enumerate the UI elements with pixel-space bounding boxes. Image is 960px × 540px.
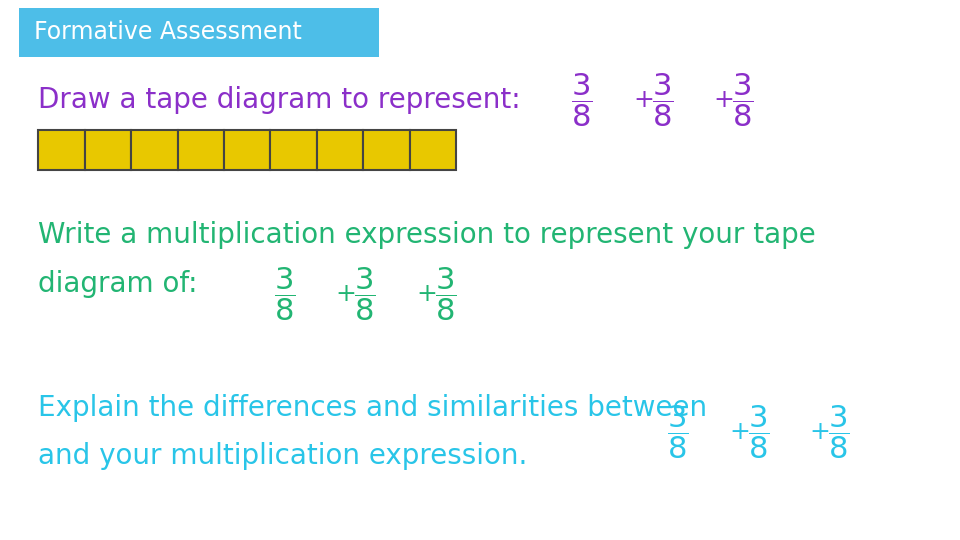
Text: $+$: $+$ [416, 282, 436, 306]
Bar [132, 130, 178, 170]
Text: $\dfrac{3}{8}$: $\dfrac{3}{8}$ [732, 71, 754, 129]
Text: $\dfrac{3}{8}$: $\dfrac{3}{8}$ [652, 71, 673, 129]
Bar [410, 130, 456, 170]
Bar [38, 130, 84, 170]
Bar [363, 130, 410, 170]
Text: $\dfrac{3}{8}$: $\dfrac{3}{8}$ [748, 403, 769, 461]
Text: $\dfrac{3}{8}$: $\dfrac{3}{8}$ [667, 403, 688, 461]
FancyBboxPatch shape [19, 8, 379, 57]
Text: $+$: $+$ [729, 420, 749, 444]
Text: $\dfrac{3}{8}$: $\dfrac{3}{8}$ [828, 403, 850, 461]
Text: Write a multiplication expression to represent your tape: Write a multiplication expression to rep… [38, 221, 816, 249]
Text: $+$: $+$ [809, 420, 829, 444]
Bar [317, 130, 363, 170]
Text: $+$: $+$ [713, 88, 733, 112]
Text: $\dfrac{3}{8}$: $\dfrac{3}{8}$ [571, 71, 592, 129]
Bar [224, 130, 271, 170]
Text: $+$: $+$ [633, 88, 653, 112]
Bar [178, 130, 224, 170]
Bar [271, 130, 317, 170]
Text: $\dfrac{3}{8}$: $\dfrac{3}{8}$ [435, 266, 456, 323]
Text: Explain the differences and similarities between: Explain the differences and similarities… [38, 394, 708, 422]
Bar [84, 130, 132, 170]
Text: Formative Assessment: Formative Assessment [34, 21, 301, 44]
Text: $\dfrac{3}{8}$: $\dfrac{3}{8}$ [354, 266, 375, 323]
Text: diagram of:: diagram of: [38, 269, 198, 298]
Text: $\dfrac{3}{8}$: $\dfrac{3}{8}$ [274, 266, 295, 323]
Text: and your multiplication expression.: and your multiplication expression. [38, 442, 528, 470]
Text: $+$: $+$ [335, 282, 355, 306]
Text: Draw a tape diagram to represent:: Draw a tape diagram to represent: [38, 86, 521, 114]
